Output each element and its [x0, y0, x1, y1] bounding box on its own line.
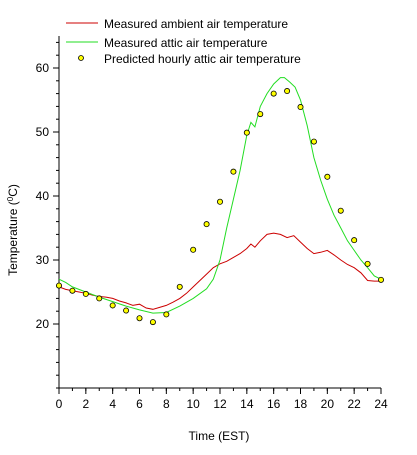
x-tick-label: 18: [294, 397, 308, 411]
predicted-point: [310, 138, 317, 145]
series-line-ambient: [58, 232, 381, 310]
predicted-point: [377, 276, 384, 283]
legend-marker-predicted: [78, 55, 84, 61]
legend: Measured ambient air temperature Measure…: [66, 17, 301, 66]
y-axis-label-end: C): [6, 184, 20, 197]
predicted-point: [243, 129, 250, 136]
x-tick-label: 10: [186, 397, 200, 411]
y-tick-label: 60: [36, 61, 50, 75]
predicted-point: [324, 173, 331, 180]
predicted-point: [337, 207, 344, 214]
x-tick-label: 16: [267, 397, 281, 411]
x-axis-label: Time (EST): [189, 429, 250, 443]
y-axis-label-superscript: 0: [6, 196, 15, 201]
x-tick-label: 0: [56, 397, 63, 411]
y-tick-label: 50: [36, 125, 50, 139]
x-tick-label: 24: [374, 397, 388, 411]
predicted-point: [203, 221, 210, 228]
predicted-point: [297, 104, 304, 111]
predicted-point: [82, 290, 89, 297]
predicted-point: [56, 282, 63, 289]
x-tick-label: 2: [82, 397, 89, 411]
series-line-attic: [58, 77, 382, 314]
legend-label-predicted: Predicted hourly attic air temperature: [104, 52, 301, 66]
y-tick-label: 30: [36, 253, 50, 267]
predicted-point: [364, 260, 371, 267]
x-tick-label: 8: [163, 397, 170, 411]
predicted-point: [284, 88, 291, 95]
predicted-point: [149, 319, 156, 326]
x-tick-label: 6: [136, 397, 143, 411]
predicted-point: [190, 246, 197, 253]
predicted-point: [257, 111, 264, 118]
predicted-point: [176, 283, 183, 290]
y-tick-label: 40: [36, 189, 50, 203]
y-axis-label-main: Temperature (: [6, 201, 20, 276]
predicted-point: [96, 295, 103, 302]
legend-label-ambient: Measured ambient air temperature: [104, 17, 288, 31]
predicted-point: [163, 311, 170, 318]
x-tick-label: 22: [347, 397, 361, 411]
predicted-point: [136, 315, 143, 322]
predicted-point: [123, 307, 130, 314]
predicted-point: [351, 237, 358, 244]
predicted-point: [270, 90, 277, 97]
predicted-point: [69, 287, 76, 294]
x-tick-label: 20: [321, 397, 335, 411]
legend-label-attic: Measured attic air temperature: [104, 36, 268, 50]
x-tick-label: 14: [240, 397, 254, 411]
predicted-point: [109, 302, 116, 309]
series-layer: [56, 77, 384, 326]
y-tick-label: 20: [36, 317, 50, 331]
y-axis-label: Temperature (0C): [6, 184, 21, 276]
x-tick-label: 4: [109, 397, 116, 411]
x-tick-label: 12: [213, 397, 227, 411]
predicted-point: [230, 168, 237, 175]
predicted-point: [216, 198, 223, 205]
